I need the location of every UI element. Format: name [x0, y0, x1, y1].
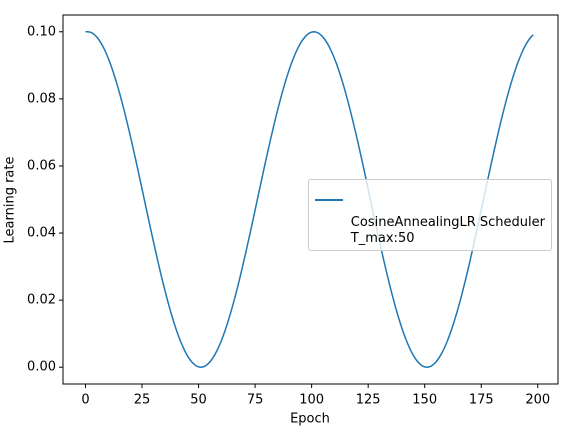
x-tick-label: 0: [81, 393, 89, 408]
x-tick-label: 50: [190, 393, 207, 408]
y-tick-label: 0.04: [27, 226, 56, 241]
y-tick-label: 0.06: [27, 158, 56, 173]
x-tick-label: 150: [412, 393, 437, 408]
x-tick-label: 175: [469, 393, 494, 408]
legend-label: CosineAnnealingLR Scheduler T_max:50: [350, 215, 545, 246]
x-tick-label: 200: [525, 393, 550, 408]
y-tick-label: 0.10: [27, 24, 56, 39]
y-tick-label: 0.00: [27, 360, 56, 375]
legend-swatch: [314, 199, 343, 201]
line: [85, 31, 534, 368]
x-tick-label: 100: [299, 393, 324, 408]
y-axis-label: Learning rate: [3, 157, 18, 244]
x-axis-label: Epoch: [290, 412, 330, 427]
x-tick-label: 75: [247, 393, 264, 408]
y-tick-label: 0.02: [27, 293, 56, 308]
x-tick-label: 125: [356, 393, 381, 408]
y-tick-label: 0.08: [27, 91, 56, 106]
legend: CosineAnnealingLR Scheduler T_max:50: [307, 179, 552, 251]
plot-frame: [62, 14, 559, 385]
x-tick-label: 25: [134, 393, 151, 408]
